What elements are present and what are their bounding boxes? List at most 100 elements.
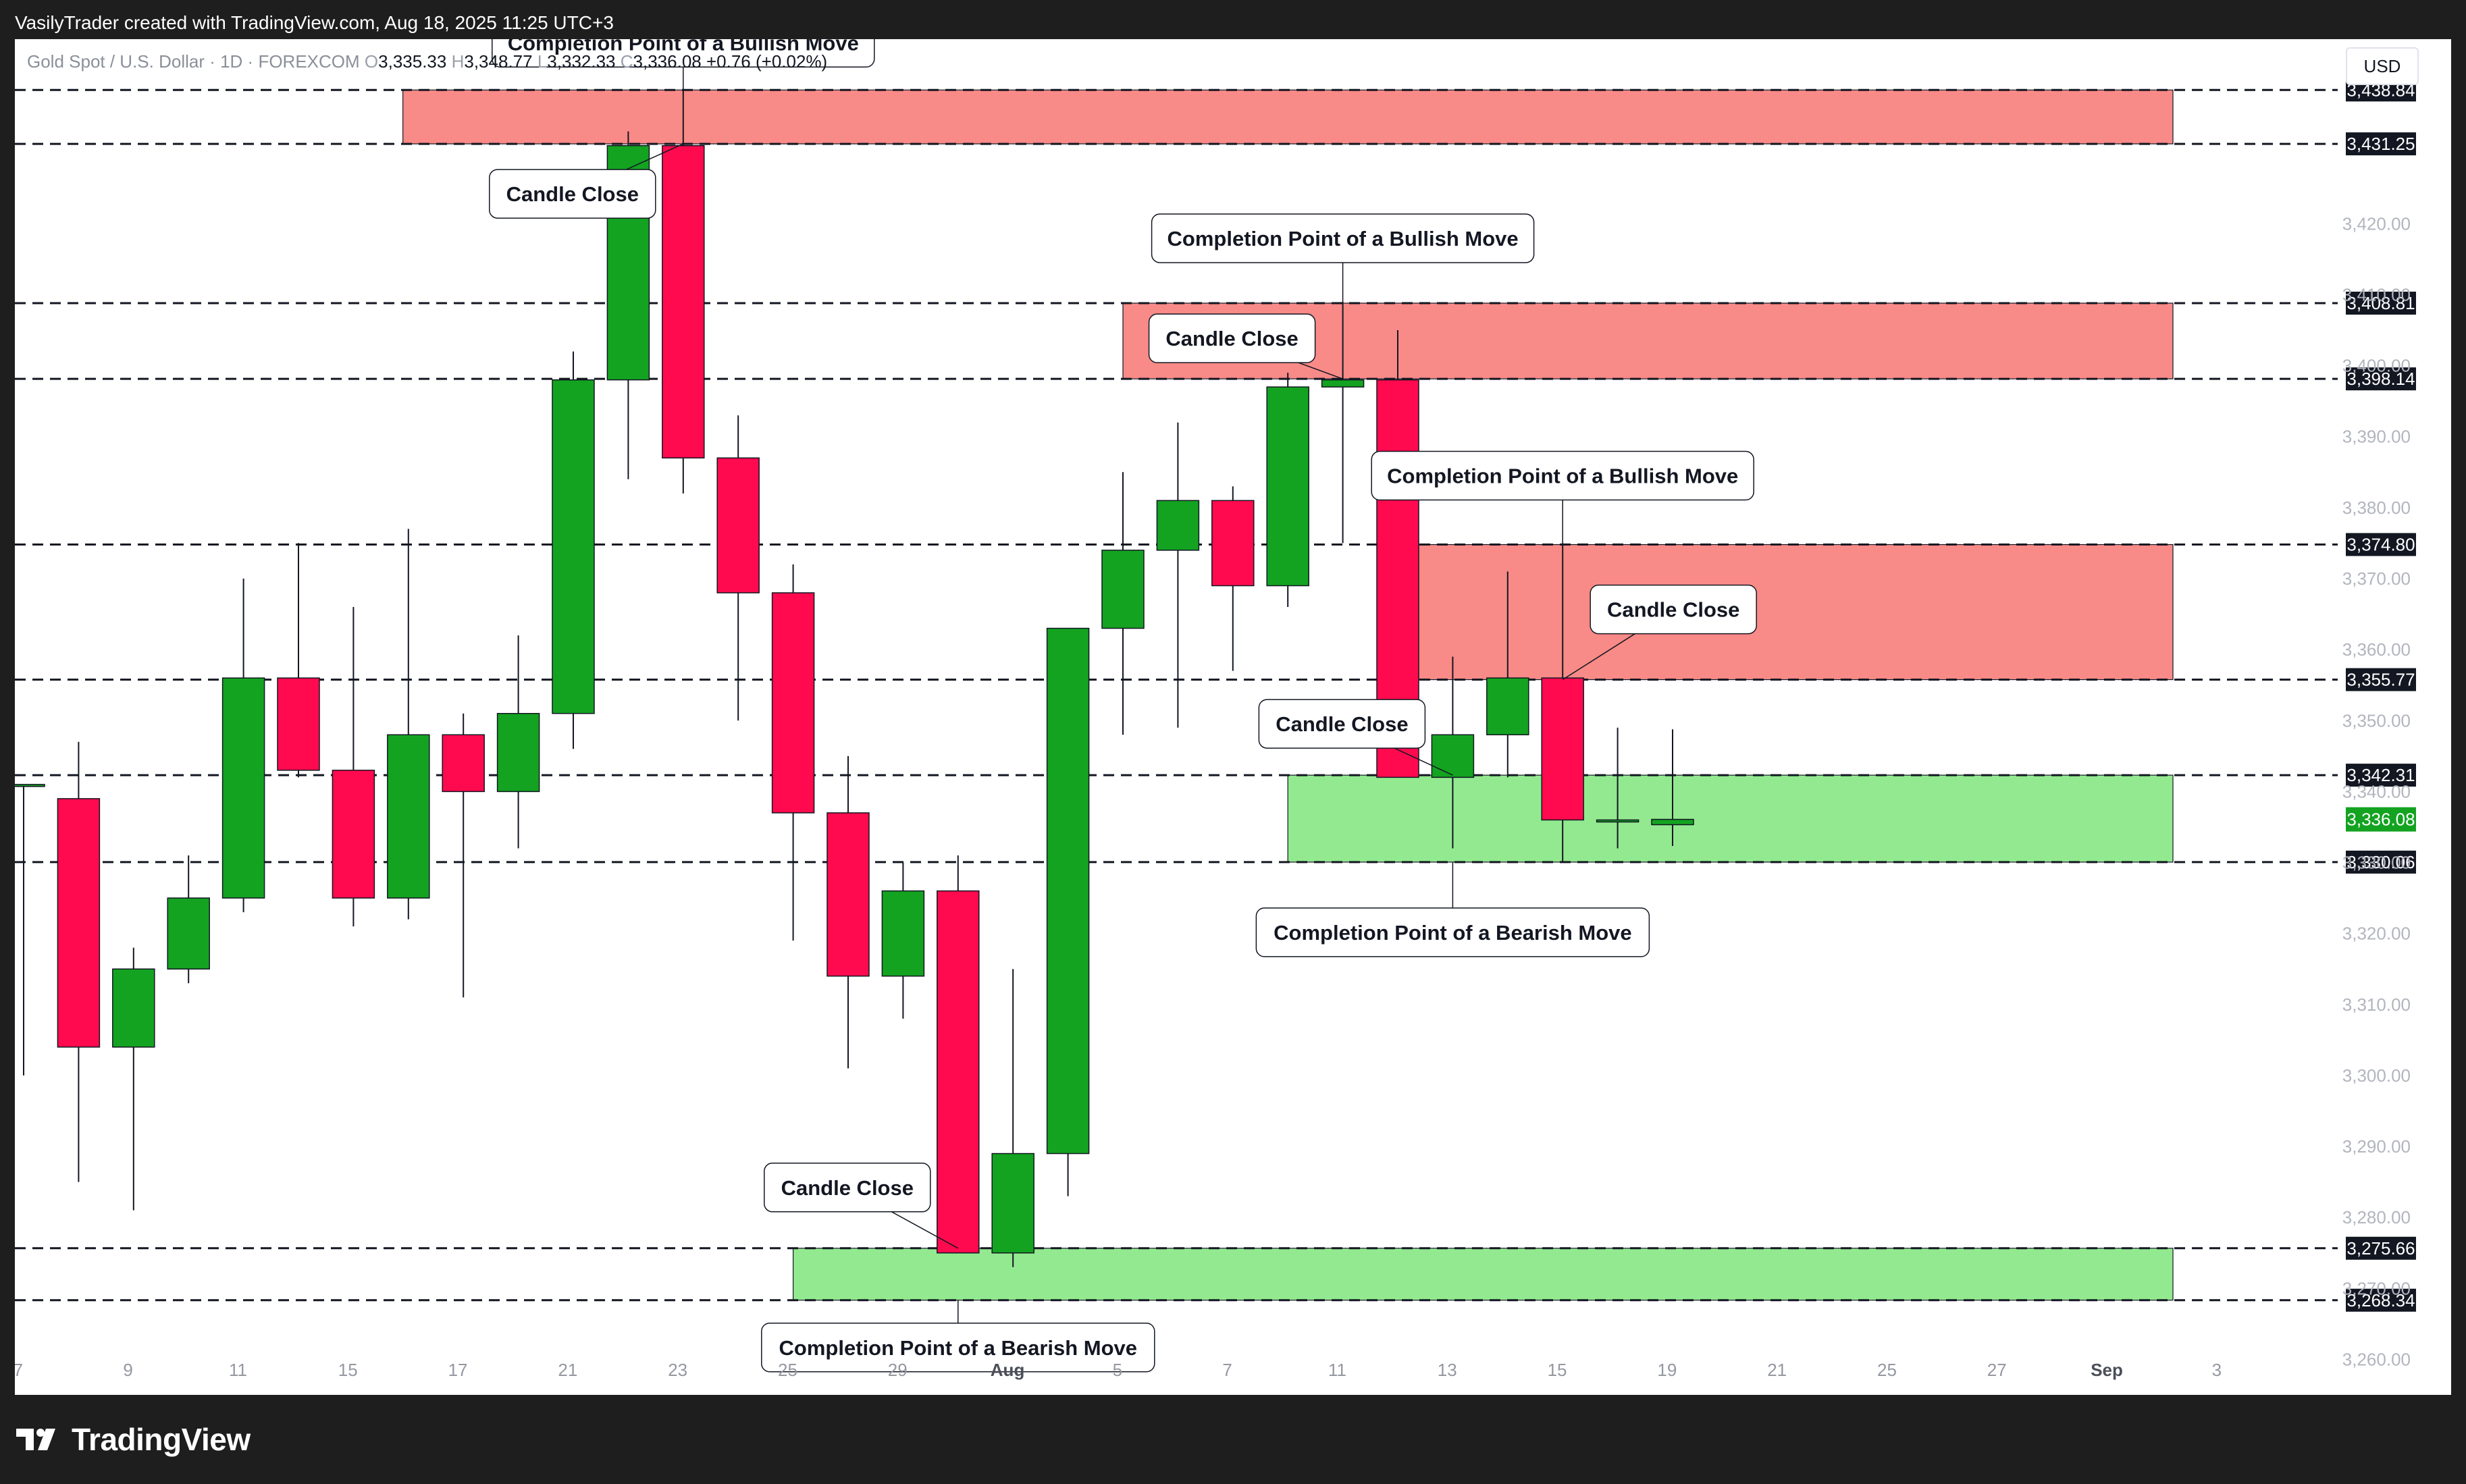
candle-up [881, 890, 925, 977]
annotation-text: Completion Point of a Bullish Move [1168, 227, 1519, 250]
price-chart[interactable]: 3,438.843,431.253,408.813,398.143,374.80… [15, 39, 2451, 1395]
tradingview-logo-icon [16, 1429, 55, 1450]
y-tick-label: 3,280.00 [2342, 1207, 2411, 1227]
y-tick-label: 3,320.00 [2342, 924, 2411, 944]
candle-up [1266, 386, 1309, 587]
candle-up [1156, 500, 1200, 551]
y-tick-label: 3,390.00 [2342, 427, 2411, 447]
x-tick-label: 25 [778, 1360, 797, 1380]
x-tick-label: 17 [448, 1360, 468, 1380]
x-tick-label: 21 [558, 1360, 577, 1380]
candle-down [57, 798, 101, 1048]
demand-zone [792, 1248, 2174, 1301]
annotation-callout[interactable]: Completion Point of a Bullish Move [492, 39, 875, 90]
y-tick-label: 3,400.00 [2342, 356, 2411, 376]
y-tick-label: 3,420.00 [2342, 213, 2411, 234]
annotation-text: Candle Close [1607, 598, 1739, 622]
x-tick-label: 15 [1548, 1360, 1567, 1380]
candle-up [221, 677, 265, 899]
annotation-text: Completion Point of a Bullish Move [1387, 465, 1738, 488]
x-tick-label: 9 [123, 1360, 132, 1380]
candle-up [15, 784, 45, 787]
annotation-callout[interactable]: Candle Close [1258, 699, 1453, 776]
annotation-callout[interactable]: Completion Point of a Bullish Move [1151, 213, 1535, 303]
x-tick-label: Sep [2091, 1360, 2123, 1380]
candle-up [991, 1152, 1034, 1254]
open-label: O [364, 51, 379, 72]
annotation-callout[interactable]: Candle Close [489, 143, 684, 219]
x-tick-label: 21 [1767, 1360, 1787, 1380]
demand-zone [1287, 774, 2174, 863]
level-price-label: 3,330.06 [2346, 852, 2415, 872]
level-price-badge [2346, 668, 2416, 691]
x-tick-label: 3 [2212, 1360, 2222, 1380]
annotation-callout[interactable]: Completion Point of a Bearish Move [1255, 862, 1650, 957]
candle-up [112, 968, 155, 1048]
annotation-text: Candle Close [781, 1176, 914, 1200]
level-price-badge [2346, 1236, 2416, 1260]
x-tick-label: Aug [991, 1360, 1025, 1380]
y-tick-label: 3,260.00 [2342, 1349, 2411, 1369]
annotation-box [1590, 584, 1757, 635]
chart-panel[interactable]: 3,438.84 3,431.25 3,408.81 3,398.14 3,374.80… [15, 39, 2451, 1395]
annotation-text: Completion Point of a Bullish Move [508, 39, 859, 55]
candle-down [332, 770, 375, 899]
y-tick-label: 3,350.00 [2342, 710, 2411, 731]
y-tick-label: 3,370.00 [2342, 568, 2411, 589]
annotation-text: Completion Point of a Bearish Move [779, 1336, 1138, 1360]
level-price-label: 3,275.66 [2346, 1238, 2415, 1258]
x-tick-label: 5 [1113, 1360, 1122, 1380]
candle-down [662, 144, 705, 459]
level-price-label: 3,398.14 [2346, 369, 2415, 389]
x-tick-label: 15 [338, 1360, 358, 1380]
footer-bar [0, 1395, 2466, 1484]
annotation-callout[interactable]: Completion Point of a Bullish Move [1371, 450, 1754, 545]
y-tick-label: 3,380.00 [2342, 498, 2411, 518]
symbol-legend: Gold Spot / U.S. Dollar · 1D · FOREXCOM … [27, 50, 827, 73]
x-tick-label: 7 [1222, 1360, 1232, 1380]
level-price-badge [2346, 533, 2416, 556]
current-price-badge [2346, 807, 2416, 832]
candle-up [387, 734, 430, 899]
level-price-badge [2346, 367, 2416, 391]
x-tick-label: 29 [888, 1360, 908, 1380]
symbol-name[interactable]: Gold Spot / U.S. Dollar · 1D · FOREXCOM [27, 51, 360, 72]
annotation-callout[interactable]: Candle Close [1148, 313, 1343, 379]
candle-up [1431, 734, 1475, 778]
x-tick-label: 19 [1657, 1360, 1677, 1380]
supply-zone [402, 89, 2174, 144]
candle-up [1596, 819, 1639, 823]
candle-down [277, 677, 320, 771]
annotation-callout[interactable]: Candle Close [764, 1163, 959, 1249]
close-label: C [620, 51, 633, 72]
annotation-callout[interactable]: Completion Point of a Bearish Move [761, 1300, 1155, 1373]
annotation-box [1151, 213, 1535, 263]
y-tick-label: 3,360.00 [2342, 639, 2411, 660]
tradingview-logo[interactable]: TradingView [15, 1418, 251, 1461]
y-tick-label: 3,330.00 [2342, 853, 2411, 873]
annotation-callout[interactable]: Candle Close [1562, 584, 1757, 681]
change-value: +0.76 (+0.02%) [706, 51, 828, 72]
x-tick-label: 13 [1438, 1360, 1457, 1380]
candle-down [771, 592, 815, 814]
candle-up [167, 897, 210, 970]
current-price-label: 3,336.08 [2346, 810, 2415, 830]
level-price-badge [2346, 291, 2416, 315]
level-price-label: 3,374.80 [2346, 535, 2415, 555]
level-price-badge [2346, 850, 2416, 874]
currency-selector[interactable]: USD [2346, 47, 2419, 85]
low-label: L [537, 51, 548, 72]
candle-up [496, 712, 540, 793]
annotation-box [1371, 450, 1754, 501]
candle-down [827, 812, 870, 977]
tradingview-wordmark: TradingView [72, 1422, 251, 1457]
annotation-text: Candle Close [1165, 327, 1298, 350]
annotation-text: Candle Close [506, 182, 639, 206]
annotation-box [761, 1323, 1155, 1373]
candle-up [1321, 379, 1365, 388]
open-value: 3,335.33 [378, 51, 447, 72]
level-price-label: 3,431.25 [2346, 134, 2415, 154]
high-label: H [451, 51, 465, 72]
annotation-text: Completion Point of a Bearish Move [1274, 921, 1632, 945]
annotation-box [764, 1163, 931, 1213]
